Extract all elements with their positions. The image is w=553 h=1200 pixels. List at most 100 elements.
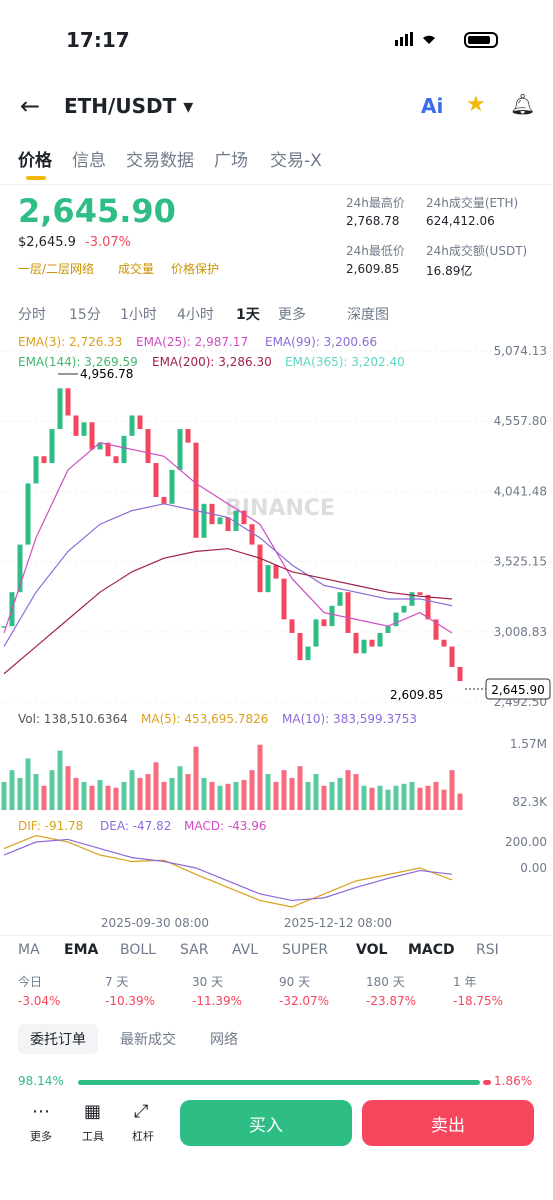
- volume-bar: [145, 774, 151, 810]
- stat-value: 2,609.85: [346, 262, 400, 276]
- volume-bar: [81, 781, 87, 810]
- favorite[interactable]: ★: [466, 92, 486, 117]
- candle: [105, 442, 111, 457]
- period-label: 180 天: [366, 975, 405, 989]
- candle: [57, 388, 63, 430]
- period-value: -11.39%: [192, 994, 243, 1008]
- volume-tick: 1.57M: [510, 737, 547, 751]
- order-tab[interactable]: 网络: [210, 1032, 238, 1048]
- indicator[interactable]: MA: [18, 942, 40, 958]
- macd-tick: 0.00: [520, 861, 547, 875]
- sell-ratio: 1.86%: [494, 1074, 533, 1088]
- interval[interactable]: 深度图: [347, 307, 389, 323]
- volume-bar: [177, 766, 183, 810]
- tab[interactable]: 广场: [214, 151, 248, 171]
- candle: [65, 388, 71, 416]
- low-label: 2,609.85: [390, 688, 443, 702]
- tool-icon[interactable]: ⋯: [32, 1101, 50, 1122]
- macd-label: MACD: -43.96: [184, 819, 267, 833]
- indicator[interactable]: MACD: [408, 942, 455, 958]
- volume-bar: [377, 785, 383, 810]
- buy-ratio: 98.14%: [18, 1074, 64, 1088]
- volume-bar: [369, 787, 375, 810]
- order-tab[interactable]: 委托订单: [18, 1024, 98, 1054]
- candle: [169, 469, 175, 504]
- candle: [393, 612, 399, 627]
- volume-bar: [113, 787, 119, 810]
- volume-bar: [97, 779, 103, 810]
- tag[interactable]: 一层/二层网络: [18, 262, 95, 276]
- candle: [129, 415, 135, 436]
- volume-bar: [409, 781, 415, 810]
- legend-entry: EMA(99): 3,200.66: [265, 335, 377, 349]
- stat-value: 2,768.78: [346, 214, 400, 228]
- candle: [273, 564, 279, 579]
- y-tick-label: 4,557.80: [494, 414, 547, 428]
- tag[interactable]: 成交量: [118, 262, 155, 276]
- candle: [329, 605, 335, 627]
- indicator[interactable]: AVL: [232, 942, 259, 958]
- volume-bar: [289, 777, 295, 810]
- candle: [241, 510, 247, 525]
- period-label: 7 天: [105, 975, 129, 989]
- candle: [249, 524, 255, 545]
- candle: [297, 632, 303, 661]
- volume-bar: [265, 774, 271, 810]
- tool-icon[interactable]: ▦: [84, 1101, 102, 1122]
- volume-bar: [217, 785, 223, 810]
- candle: [233, 510, 239, 532]
- tab[interactable]: 交易数据: [126, 151, 194, 171]
- indicator[interactable]: SUPER: [282, 942, 329, 958]
- candle: [225, 517, 231, 532]
- candle: [97, 442, 103, 450]
- indicator[interactable]: EMA: [64, 942, 99, 958]
- ai-button[interactable]: Ai: [421, 94, 444, 118]
- tool-label[interactable]: 工具: [82, 1130, 104, 1143]
- candle: [289, 619, 295, 633]
- high-label: 4,956.78: [80, 367, 133, 381]
- back-button[interactable]: ←: [20, 92, 41, 120]
- last-price: 2,645.90: [18, 192, 176, 230]
- interval[interactable]: 1天: [236, 307, 260, 323]
- candle: [137, 415, 143, 430]
- interval[interactable]: 1小时: [120, 307, 157, 323]
- buy-button[interactable]: 买入: [180, 1100, 352, 1146]
- stat-value: 16.89亿: [426, 264, 473, 278]
- indicator[interactable]: BOLL: [120, 942, 156, 958]
- tool-icon[interactable]: ⤢: [134, 1101, 149, 1122]
- tool-label[interactable]: 杠杆: [132, 1130, 154, 1143]
- interval[interactable]: 更多: [278, 307, 306, 323]
- tab[interactable]: 信息: [72, 151, 106, 171]
- volume-bar: [233, 781, 239, 810]
- sell-button[interactable]: 卖出: [362, 1100, 534, 1146]
- volume-bar: [305, 781, 311, 810]
- volume-bar: [433, 781, 439, 810]
- indicator[interactable]: VOL: [356, 942, 388, 958]
- ema-line: [3, 548, 453, 675]
- candle: [345, 592, 351, 633]
- indicator[interactable]: SAR: [180, 942, 209, 958]
- stat-label: 24h成交量(ETH): [426, 196, 519, 210]
- y-tick-label: 4,041.48: [494, 484, 547, 498]
- interval[interactable]: 15分: [69, 307, 101, 323]
- pair-title[interactable]: ETH/USDT ▾: [64, 94, 194, 118]
- interval[interactable]: 4小时: [177, 307, 214, 323]
- tab-indicator: [26, 176, 46, 180]
- candle: [361, 639, 367, 654]
- volume-bar: [425, 785, 431, 810]
- alert[interactable]: 🔔︎: [510, 92, 536, 116]
- tab[interactable]: 价格: [18, 151, 52, 171]
- legend-entry: EMA(200): 3,286.30: [152, 355, 272, 369]
- tag[interactable]: 价格保护: [171, 262, 220, 276]
- interval[interactable]: 分时: [18, 307, 46, 323]
- order-tab[interactable]: 最新成交: [120, 1032, 176, 1048]
- tab[interactable]: 交易-X: [270, 151, 322, 171]
- tool-label[interactable]: 更多: [30, 1130, 52, 1143]
- candle: [161, 497, 167, 504]
- volume-bar: [361, 785, 367, 810]
- candle: [185, 429, 191, 443]
- divider: [0, 935, 553, 936]
- buy-bar: [78, 1080, 481, 1085]
- indicator[interactable]: RSI: [476, 942, 499, 958]
- candle: [441, 639, 447, 647]
